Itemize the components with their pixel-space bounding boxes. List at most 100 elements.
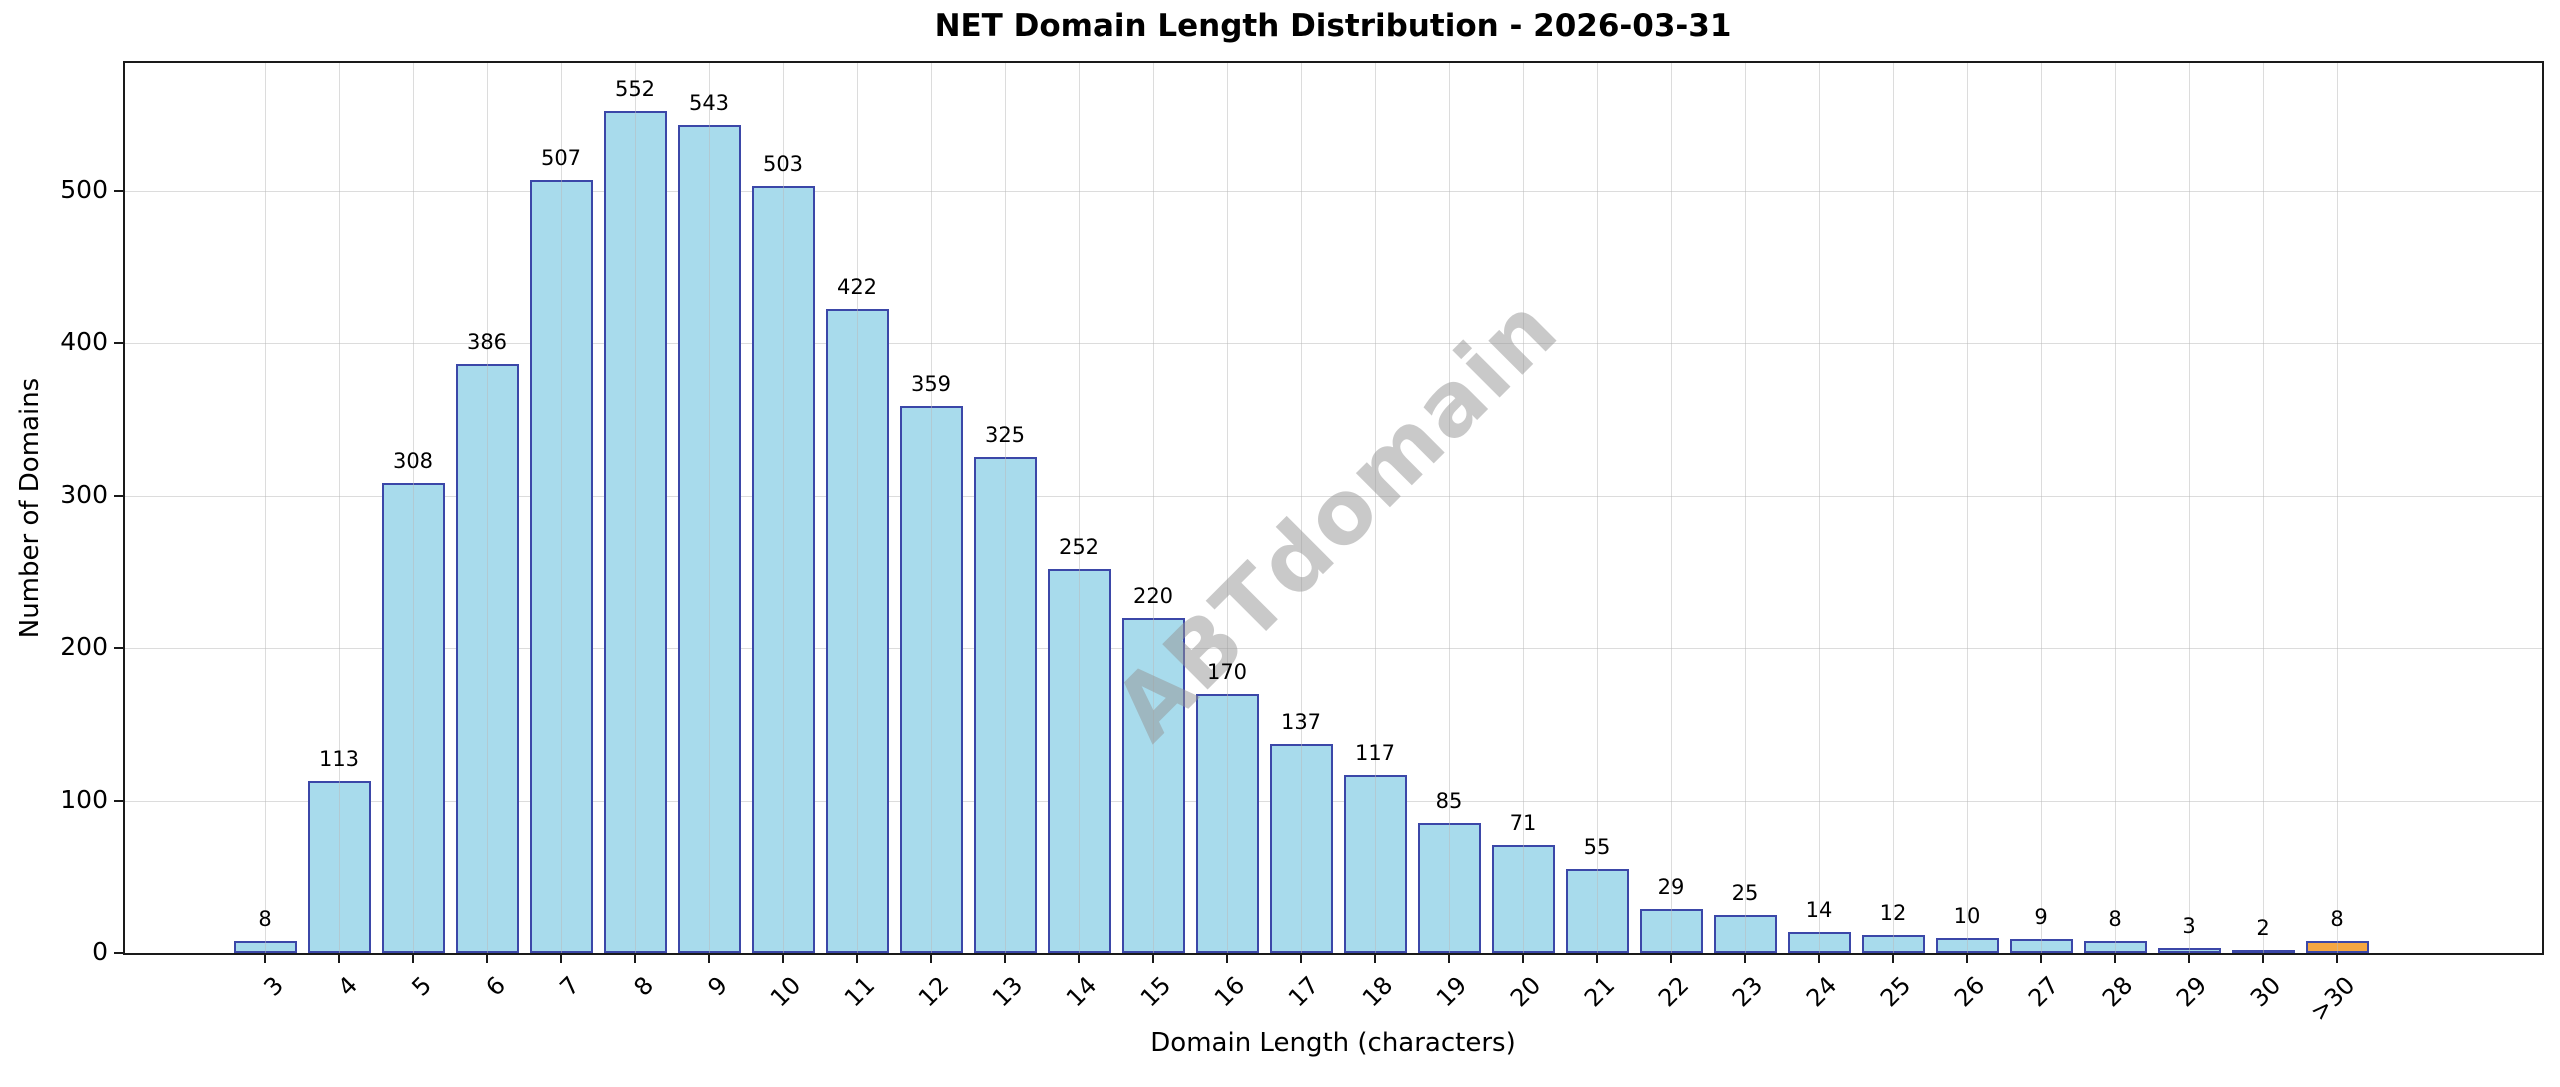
y-axis-tick xyxy=(114,952,125,954)
x-axis-tick xyxy=(2040,953,2042,963)
x-axis-tick xyxy=(1226,953,1228,963)
bar-value-label: 552 xyxy=(614,77,656,102)
bar-value-label: 220 xyxy=(1132,583,1174,608)
v-gridline xyxy=(931,63,932,953)
bar-value-label: 2 xyxy=(2256,915,2270,940)
h-gridline xyxy=(125,190,2542,192)
chart-title: NET Domain Length Distribution - 2026-03… xyxy=(934,8,1732,44)
h-gridline xyxy=(125,648,2542,649)
v-gridline xyxy=(487,63,488,953)
x-tick-label: 30 xyxy=(2245,971,2287,1013)
v-gridline xyxy=(1301,63,1302,953)
y-tick-label: 400 xyxy=(60,327,108,356)
x-tick-label: 3 xyxy=(258,971,289,1002)
x-tick-label: 12 xyxy=(913,971,955,1013)
x-tick-label: 10 xyxy=(765,971,807,1013)
bar-value-label: 113 xyxy=(318,746,360,771)
x-tick-label: 22 xyxy=(1653,971,1695,1013)
x-axis-tick xyxy=(1744,953,1746,963)
bar-value-label: 85 xyxy=(1435,789,1463,814)
x-axis-label: Domain Length (characters) xyxy=(1150,1028,1516,1058)
x-axis-tick xyxy=(782,953,784,963)
x-tick-label: 6 xyxy=(480,971,511,1002)
bar-value-label: 8 xyxy=(258,906,272,931)
x-tick-label: 27 xyxy=(2023,971,2065,1013)
x-tick-label: 9 xyxy=(702,971,733,1002)
x-tick-label: 24 xyxy=(1801,971,1843,1013)
x-axis-tick xyxy=(1004,953,1006,963)
x-axis-tick xyxy=(1670,953,1672,963)
y-axis-tick xyxy=(114,342,125,344)
x-axis-tick xyxy=(856,953,858,963)
v-gridline xyxy=(1153,63,1154,953)
bar-value-label: 543 xyxy=(688,90,730,115)
v-gridline xyxy=(1523,63,1524,953)
bar-value-label: 325 xyxy=(984,423,1026,448)
x-tick-label: 7 xyxy=(554,971,585,1002)
v-gridline xyxy=(2041,63,2042,953)
x-axis-tick xyxy=(708,953,710,963)
bar-value-label: 25 xyxy=(1731,880,1759,905)
y-axis-tick xyxy=(114,494,125,497)
bar-value-label: 14 xyxy=(1805,897,1833,922)
x-tick-label: 17 xyxy=(1283,971,1325,1013)
x-tick-label: 11 xyxy=(839,971,881,1013)
x-axis-tick xyxy=(2336,953,2338,963)
plot-area: ABTdomain 0 100 200 300 400 500 8 3 113 4 308 5 386 6… xyxy=(60,61,2544,1027)
v-gridline xyxy=(1375,63,1376,953)
bar-value-label: 503 xyxy=(762,151,804,176)
bar-value-label: 55 xyxy=(1583,835,1611,860)
v-gridline xyxy=(1449,63,1450,953)
h-gridline xyxy=(125,495,2542,497)
v-gridline xyxy=(1597,63,1598,953)
bar-value-label: 422 xyxy=(836,275,878,300)
bar-value-label: 386 xyxy=(466,330,508,355)
y-axis-tick xyxy=(114,647,125,649)
v-gridline xyxy=(1967,63,1968,953)
v-gridline xyxy=(561,63,562,953)
v-gridline xyxy=(635,63,636,953)
h-gridline xyxy=(125,343,2542,344)
v-gridline xyxy=(857,63,858,953)
bar-value-label: 12 xyxy=(1879,900,1907,925)
y-tick-label: 300 xyxy=(60,479,108,509)
bar-value-label: 170 xyxy=(1206,659,1248,684)
bar-value-label: 10 xyxy=(1953,903,1981,928)
x-axis-tick xyxy=(1448,953,1450,963)
x-tick-label: 5 xyxy=(406,971,437,1002)
y-tick-label: 200 xyxy=(60,632,108,661)
v-gridline xyxy=(2337,63,2338,953)
x-tick-label: 28 xyxy=(2097,971,2139,1013)
bar-value-label: 71 xyxy=(1509,810,1537,835)
x-tick-label: 14 xyxy=(1061,971,1103,1013)
x-tick-label: 25 xyxy=(1875,971,1917,1013)
x-axis-tick xyxy=(1300,953,1302,963)
x-axis-tick xyxy=(930,953,932,963)
y-axis-tick xyxy=(114,189,125,192)
x-axis-tick xyxy=(1152,953,1154,963)
x-axis-tick xyxy=(560,953,562,963)
x-tick-label: 18 xyxy=(1357,971,1399,1013)
v-gridline xyxy=(783,63,784,953)
x-tick-label: 13 xyxy=(987,971,1029,1013)
x-axis-tick xyxy=(338,953,340,963)
x-axis-tick xyxy=(264,953,266,963)
bar-value-label: 359 xyxy=(910,371,952,396)
x-tick-label: 26 xyxy=(1949,971,1991,1013)
v-gridline xyxy=(1819,63,1820,953)
h-gridline xyxy=(125,800,2542,802)
v-gridline xyxy=(2263,63,2264,953)
v-gridline xyxy=(1893,63,1894,953)
v-gridline xyxy=(2189,63,2190,953)
bar-value-label: 507 xyxy=(540,145,582,170)
x-axis-tick xyxy=(1374,953,1376,963)
x-tick-label: 23 xyxy=(1727,971,1769,1013)
bar-value-label: 137 xyxy=(1280,710,1322,735)
y-axis-tick xyxy=(114,799,125,802)
x-tick-label: 21 xyxy=(1579,971,1621,1013)
x-axis-tick xyxy=(2114,953,2116,963)
v-gridline xyxy=(1745,63,1746,953)
x-tick-label: 4 xyxy=(332,971,363,1002)
x-axis-tick xyxy=(634,953,636,963)
